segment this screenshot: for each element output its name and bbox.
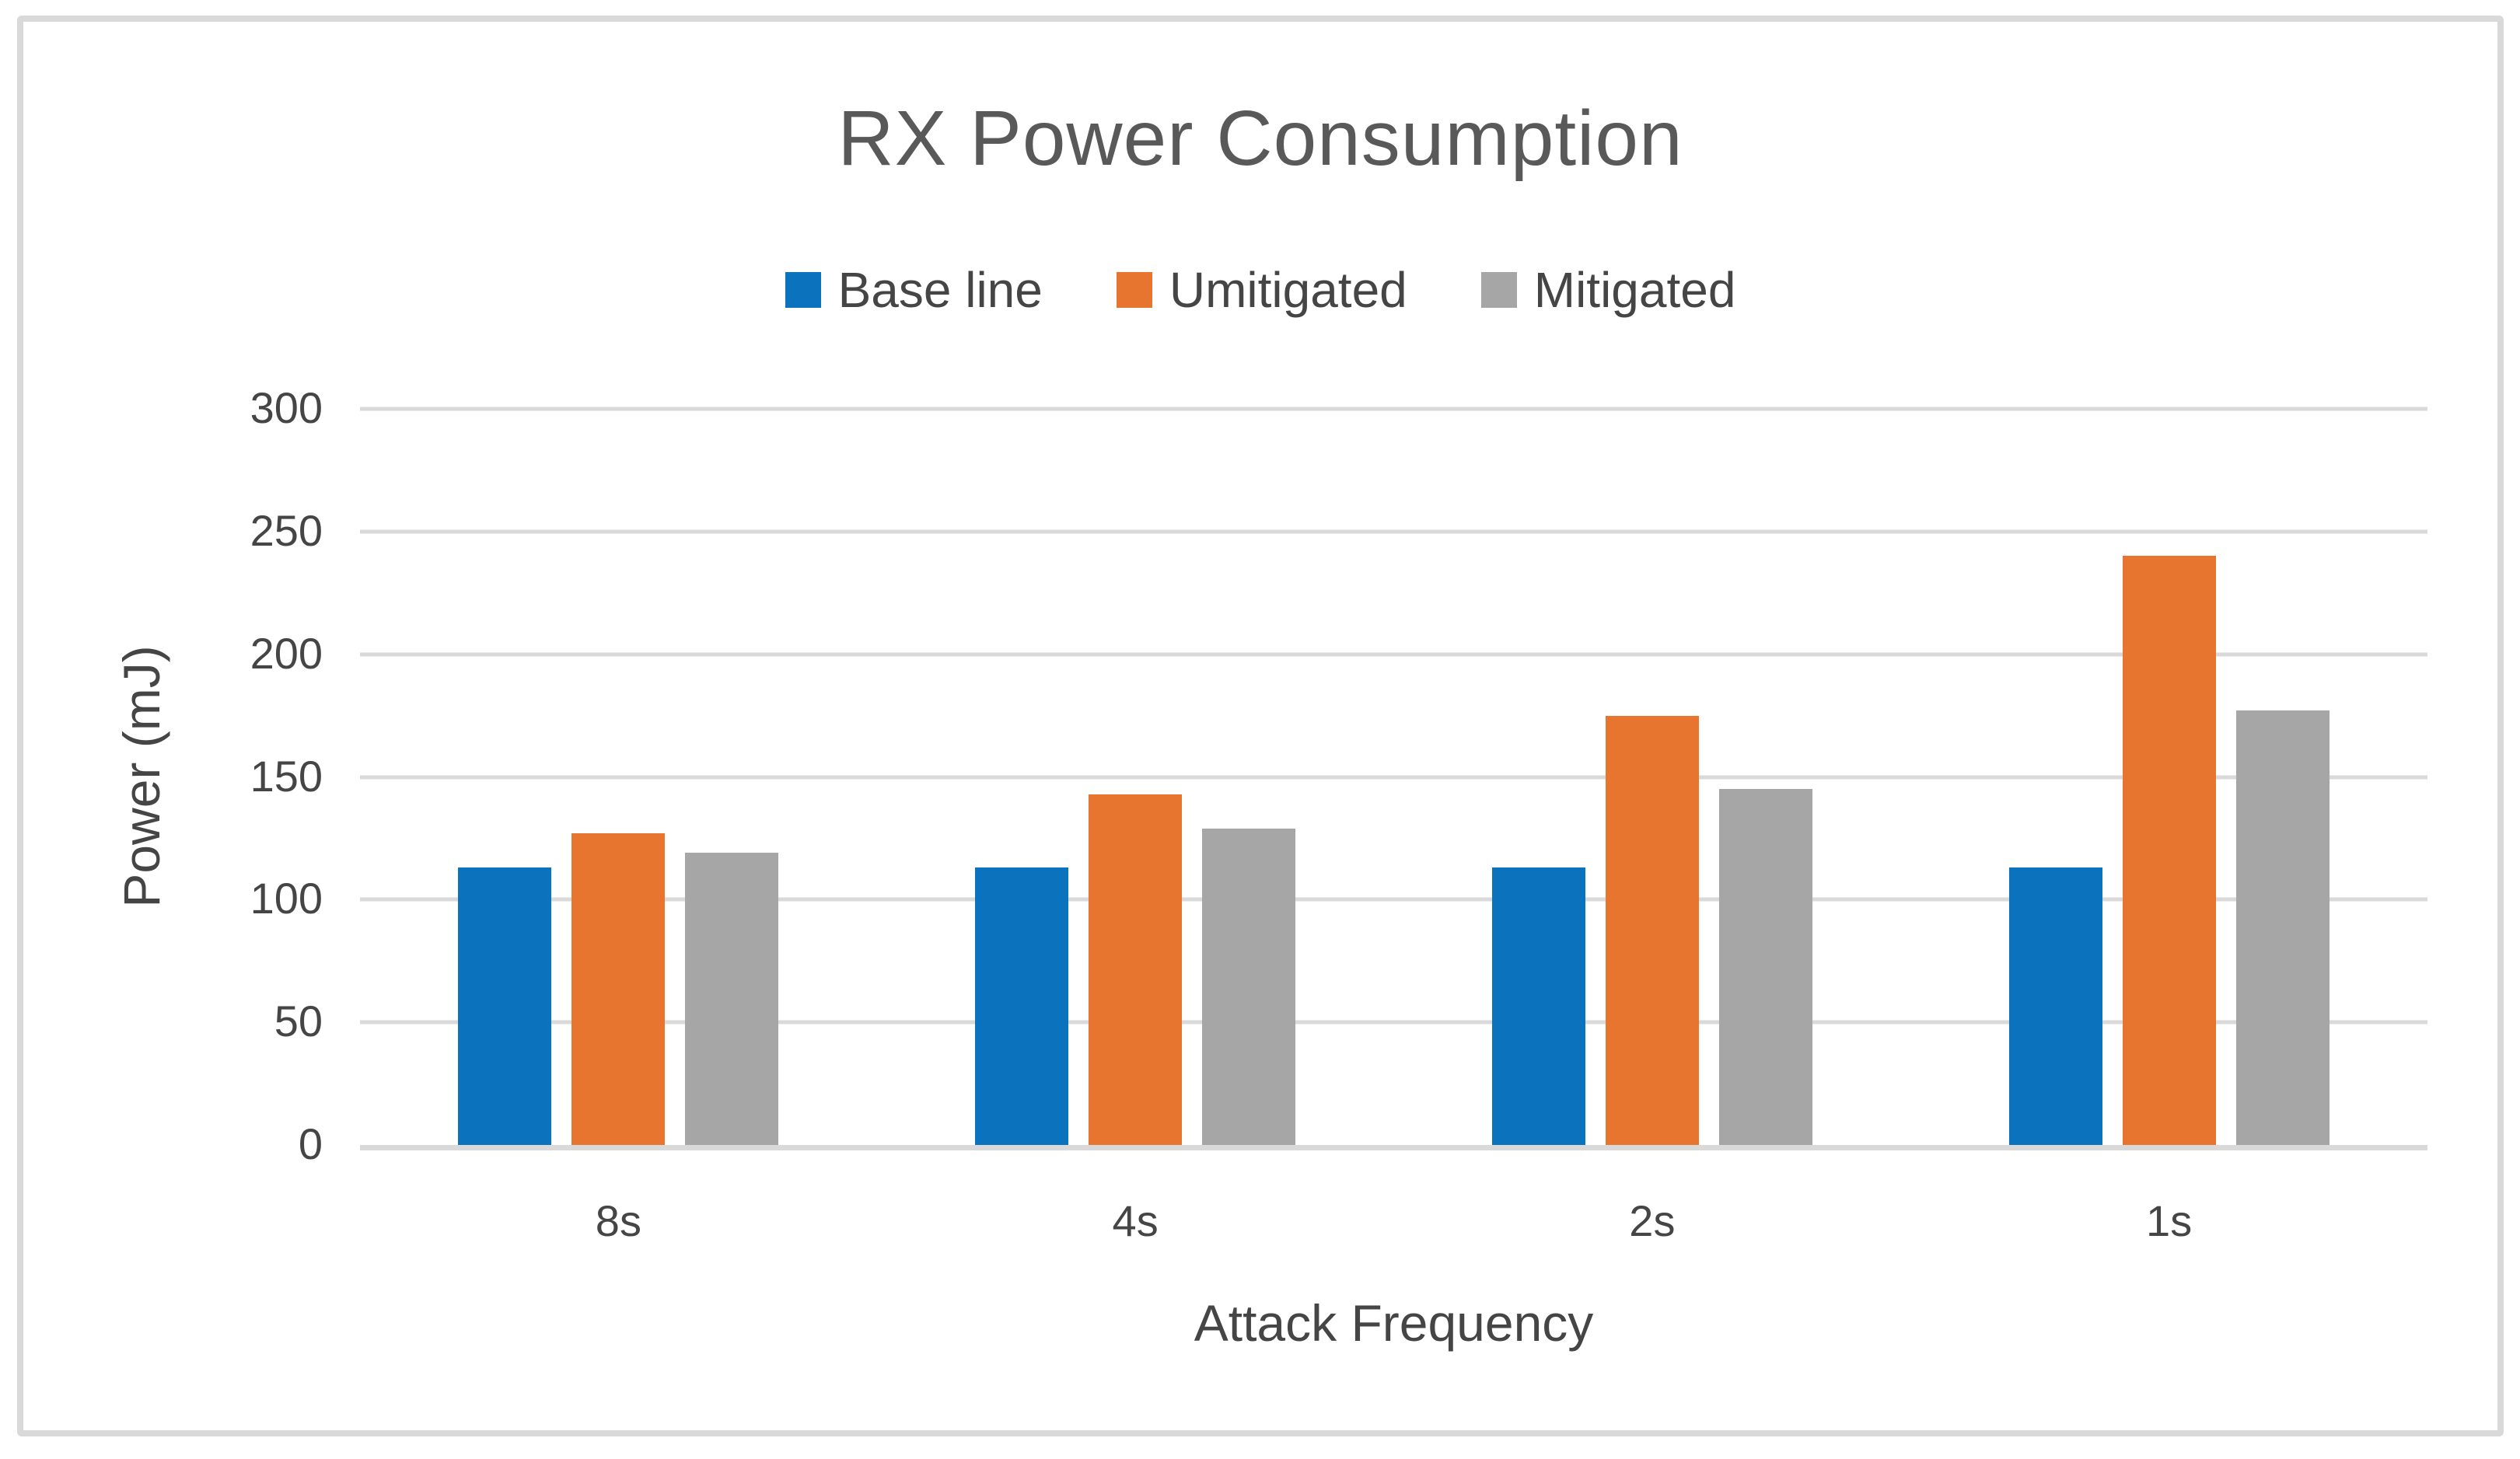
y-tick-label-100: 100 [250, 874, 323, 923]
bar-base-line-1s [2008, 867, 2102, 1145]
x-tick-label-4s: 4s [1112, 1196, 1159, 1245]
y-tick-label-150: 150 [250, 751, 323, 801]
y-tick-label-0: 0 [298, 1119, 323, 1169]
gridline-50 [360, 1020, 2427, 1024]
bar-umitigated-1s [2122, 556, 2216, 1145]
plot-area: 300 250 200 150 100 50 0 [250, 383, 2427, 1168]
legend: Base line Umitigated Mitigated [23, 261, 2497, 319]
y-tick-label-250: 250 [250, 506, 323, 556]
x-axis-line [360, 1145, 2427, 1150]
y-tick-label-300: 300 [250, 383, 323, 433]
gridline-300 [360, 407, 2427, 411]
gridline-250 [360, 529, 2427, 534]
bar-umitigated-4s [1089, 794, 1183, 1145]
bar-mitigated-1s [2235, 710, 2330, 1145]
gridline-150 [360, 775, 2427, 779]
bar-group-4s [877, 409, 1394, 1145]
x-tick-label-2s: 2s [1629, 1196, 1676, 1245]
bars-row [360, 409, 2427, 1145]
legend-item-umitigated: Umitigated [1116, 261, 1407, 319]
bar-base-line-2s [1491, 867, 1585, 1145]
gridline-200 [360, 652, 2427, 657]
bar-base-line-4s [975, 867, 1069, 1145]
bar-mitigated-4s [1202, 828, 1296, 1145]
bar-umitigated-8s [571, 833, 666, 1145]
bar-base-line-8s [458, 867, 552, 1145]
bar-group-1s [1910, 409, 2427, 1145]
bar-umitigated-2s [1605, 715, 1699, 1145]
legend-label-umitigated: Umitigated [1169, 262, 1407, 318]
bar-group-2s [1394, 409, 1911, 1145]
gridline-100 [360, 897, 2427, 902]
x-axis-tick-labels: 8s 4s 2s 1s [360, 1195, 2427, 1246]
chart-frame: RX Power Consumption Base line Umitigated… [17, 16, 2504, 1436]
y-axis-title: Power (mJ) [113, 645, 170, 908]
legend-swatch-umitigated [1116, 272, 1152, 308]
legend-swatch-base-line [785, 272, 821, 308]
legend-label-mitigated: Mitigated [1533, 262, 1736, 318]
x-tick-label-1s: 1s [2146, 1196, 2193, 1245]
legend-swatch-mitigated [1480, 272, 1517, 308]
chart-title: RX Power Consumption [837, 95, 1683, 182]
legend-item-base-line: Base line [785, 261, 1043, 319]
bar-mitigated-8s [685, 853, 779, 1145]
x-axis-title: Attack Frequency [1194, 1294, 1594, 1352]
x-tick-label-8s: 8s [595, 1196, 641, 1245]
y-tick-label-200: 200 [250, 628, 323, 678]
legend-item-mitigated: Mitigated [1480, 261, 1736, 319]
bar-mitigated-2s [1718, 789, 1812, 1145]
y-tick-label-50: 50 [274, 997, 323, 1046]
bar-group-8s [360, 409, 877, 1145]
legend-label-base-line: Base line [837, 262, 1043, 318]
